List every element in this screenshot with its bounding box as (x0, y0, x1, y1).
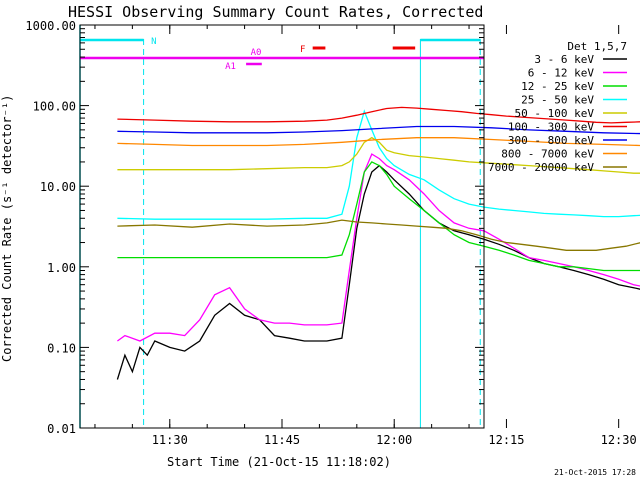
legend-label: 3 - 6 keV (534, 53, 594, 66)
series-line-3 (117, 109, 640, 220)
y-axis: 1000.00 100.00 10.00 1.00 0.10 0.01 (25, 19, 484, 436)
x-tick-label: 12:15 (488, 433, 524, 447)
series-line-5 (117, 106, 640, 124)
series-line-7 (117, 137, 640, 147)
legend-title: Det 1,5,7 (567, 40, 627, 53)
series-line-8 (117, 219, 640, 251)
y-tick-label: 1.00 (47, 261, 76, 275)
y-tick-label: 1000.00 (25, 19, 76, 33)
legend-label: 100 - 300 keV (508, 121, 594, 134)
x-tick-label: 12:00 (376, 433, 412, 447)
series-line-0 (116, 164, 640, 380)
legend-label: 12 - 25 keV (521, 80, 594, 93)
y-axis-title: Corrected Count Rate (s⁻¹ detector⁻¹) (0, 95, 14, 362)
legend-label: 6 - 12 keV (528, 67, 595, 80)
attenuator-a1-label: A1 (225, 62, 236, 72)
plot-area: N A1 A0 F (79, 25, 640, 428)
timestamp: 21-Oct-2015 17:28 (554, 468, 636, 477)
y-tick-label: 10.00 (40, 180, 76, 194)
attenuator-a0-label: A0 (251, 48, 262, 58)
y-tick-label: 0.10 (47, 341, 76, 355)
x-tick-label: 11:45 (264, 433, 300, 447)
legend-label: 25 - 50 keV (521, 94, 594, 107)
x-axis-title: Start Time (21-Oct-15 11:18:02) (167, 455, 391, 469)
x-tick-label: 12:30 (601, 433, 637, 447)
x-tick-label: 11:30 (152, 433, 188, 447)
y-tick-label: 0.01 (47, 422, 76, 436)
y-tick-label: 100.00 (33, 100, 76, 114)
legend-label: 300 - 800 keV (508, 134, 594, 147)
legend-label: 50 - 100 keV (515, 107, 595, 120)
flare-label: F (300, 45, 305, 55)
night-label: N (151, 37, 156, 47)
chart-title: HESSI Observing Summary Count Rates, Cor… (68, 3, 483, 21)
series-line-4 (117, 136, 640, 174)
series-line-6 (117, 125, 640, 135)
legend-label: 7000 - 20000 keV (488, 161, 594, 174)
series-line-1 (117, 153, 640, 342)
series-line-2 (117, 161, 640, 272)
legend-label: 800 - 7000 keV (501, 148, 594, 161)
